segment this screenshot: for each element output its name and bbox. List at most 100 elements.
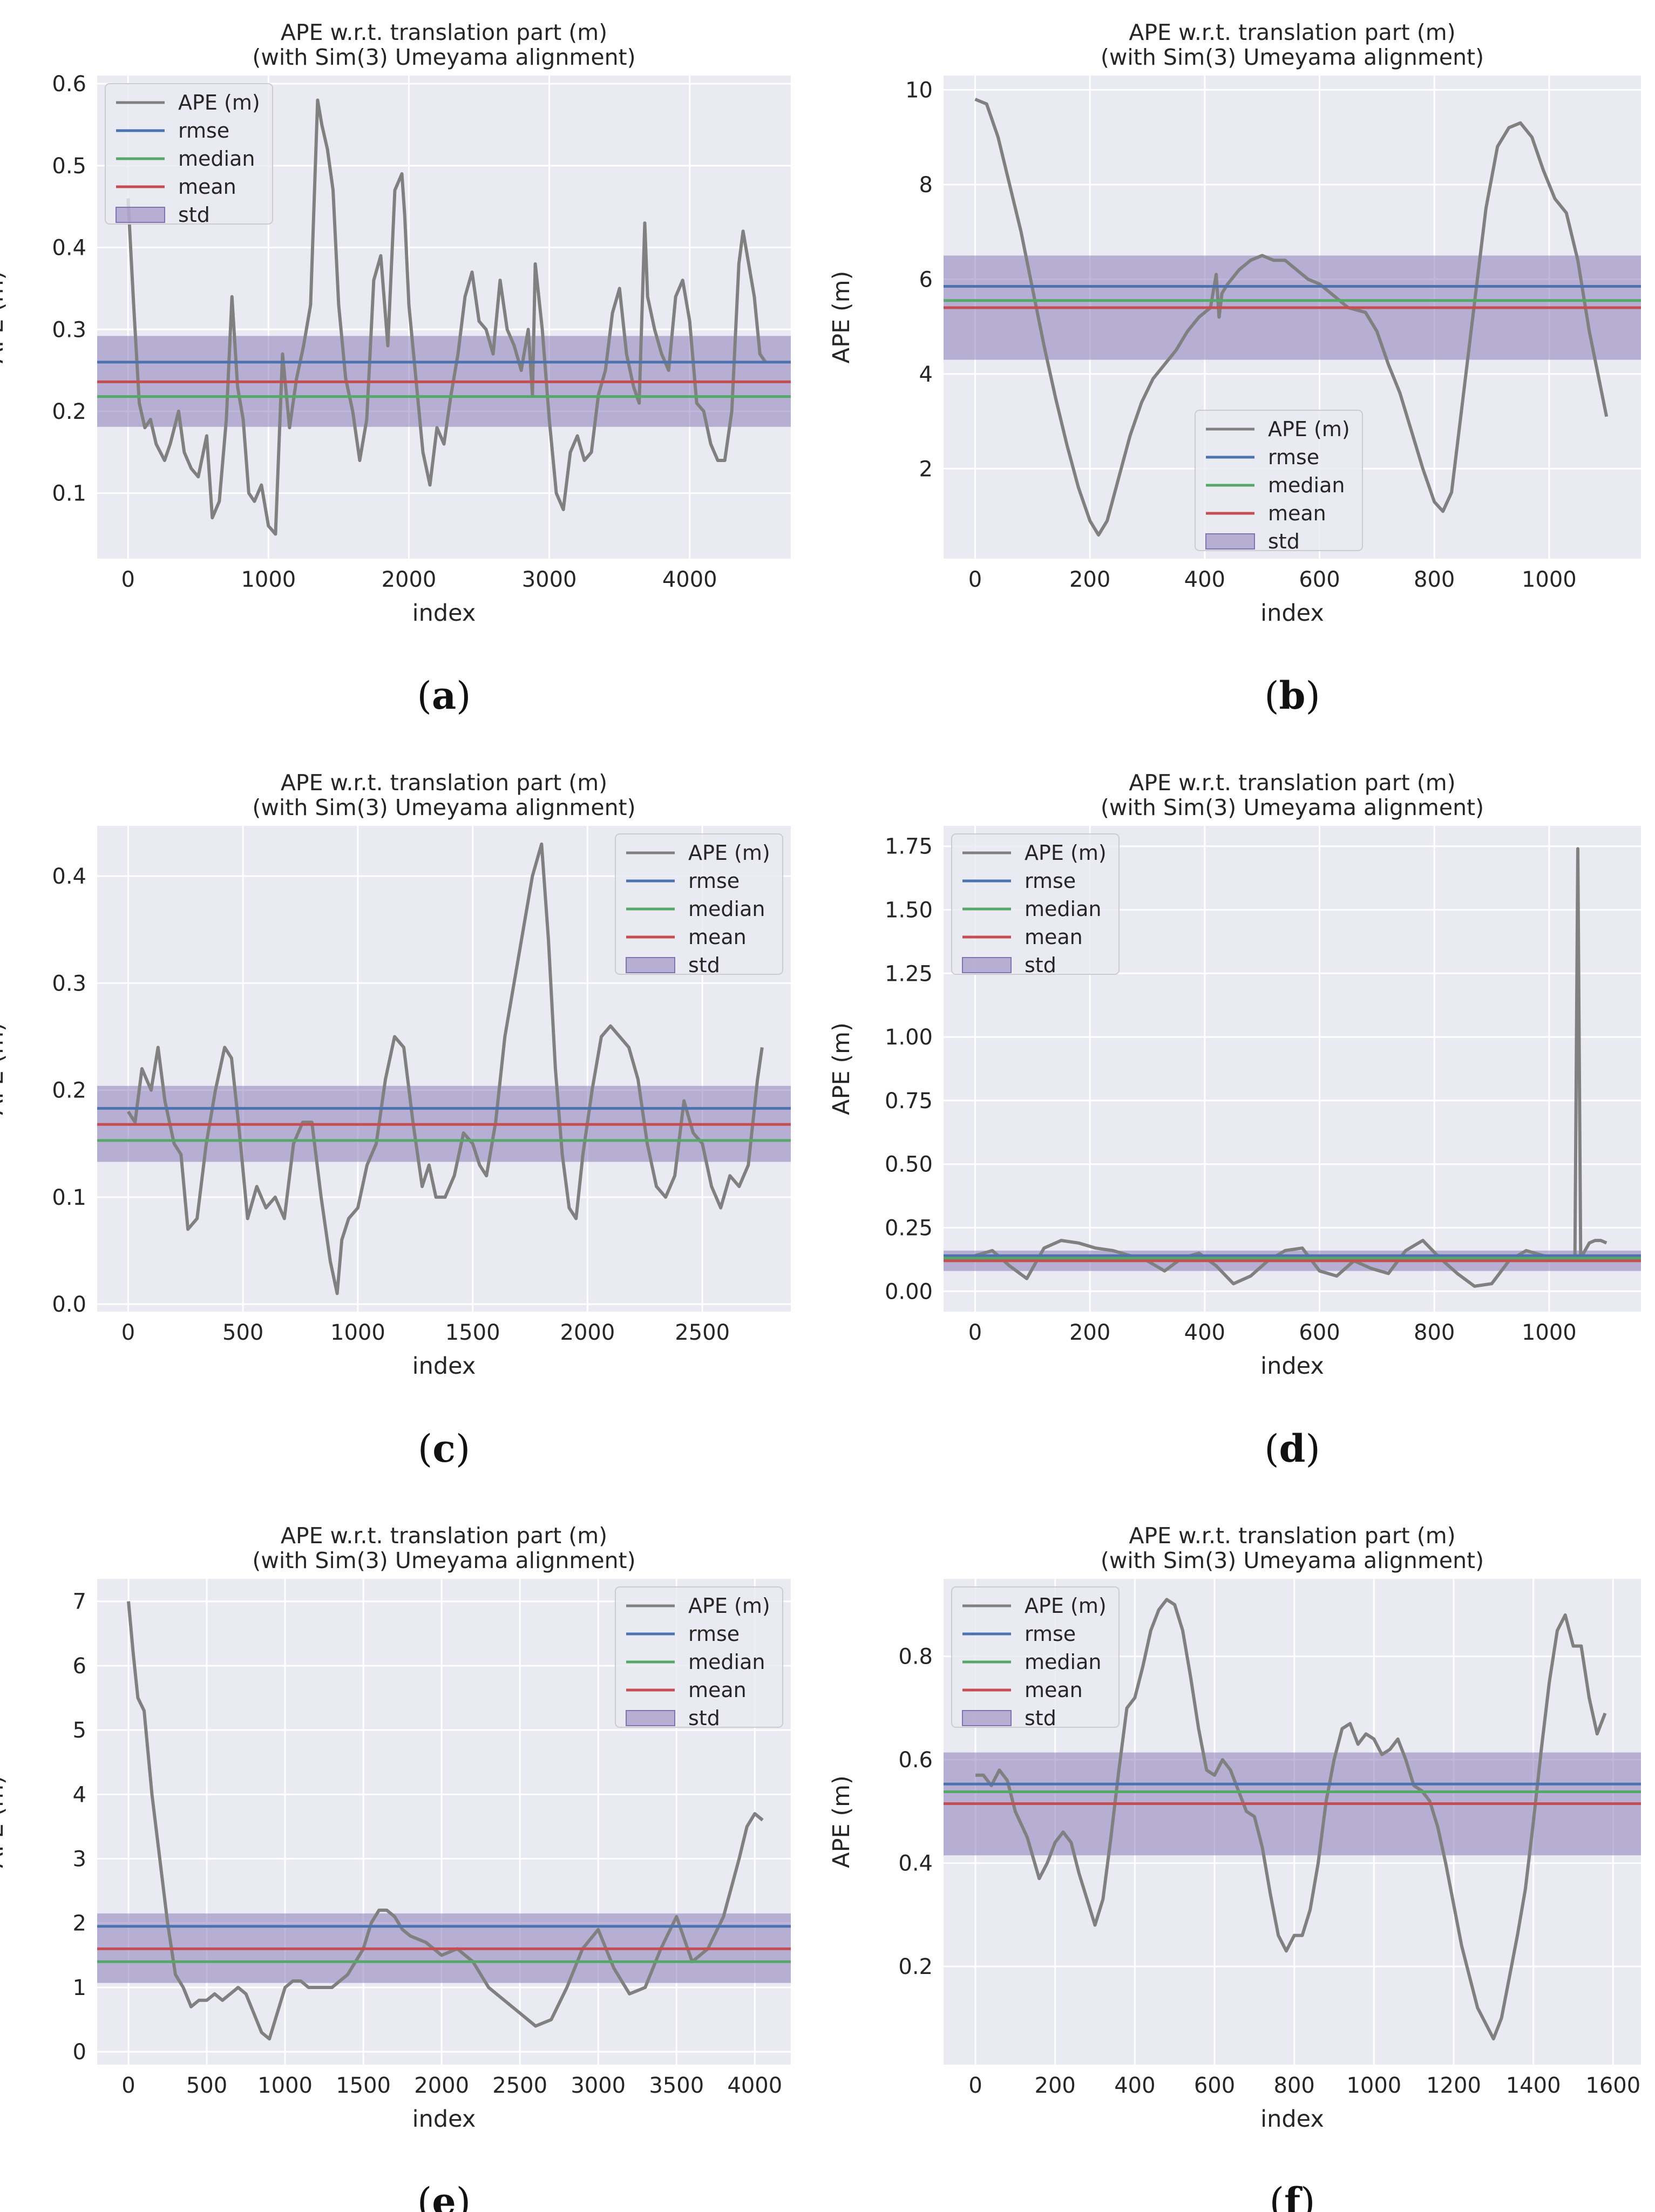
x-tick-label: 2000 xyxy=(382,567,437,592)
x-tick-label: 3500 xyxy=(649,2073,704,2098)
legend-label: mean xyxy=(688,925,747,949)
y-tick-label: 0.3 xyxy=(52,317,86,342)
x-tick-label: 0 xyxy=(968,567,982,592)
legend-label: std xyxy=(1268,530,1300,553)
caption-open-paren: ( xyxy=(417,674,432,718)
chart-subtitle: (with Sim(3) Umeyama alignment) xyxy=(252,44,635,70)
y-tick-label: 0.6 xyxy=(52,72,86,97)
panel-b: APE w.r.t. translation part (m)(with Sim… xyxy=(828,19,1641,718)
legend-label: std xyxy=(1025,1706,1056,1730)
x-tick-label: 1500 xyxy=(336,2073,391,2098)
caption-letter: d xyxy=(1279,1426,1306,1471)
y-tick-label: 10 xyxy=(905,78,933,103)
legend-label: median xyxy=(1025,897,1101,921)
legend-label: median xyxy=(688,1650,765,1674)
y-tick-label: 4 xyxy=(919,362,933,387)
caption-letter: c xyxy=(432,1426,456,1471)
panel-c: APE w.r.t. translation part (m)(with Sim… xyxy=(0,770,791,1471)
chart-subtitle: (with Sim(3) Umeyama alignment) xyxy=(252,795,635,820)
legend-label: median xyxy=(178,147,255,171)
x-tick-label: 400 xyxy=(1114,2073,1155,2098)
x-tick-label: 1000 xyxy=(1522,567,1577,592)
caption-letter: b xyxy=(1279,673,1306,718)
x-tick-label: 0 xyxy=(968,2073,982,2098)
panel-d: APE w.r.t. translation part (m)(with Sim… xyxy=(828,770,1641,1471)
x-tick-label: 3000 xyxy=(571,2073,626,2098)
y-tick-label: 0.2 xyxy=(52,1078,86,1103)
x-tick-label: 1400 xyxy=(1506,2073,1561,2098)
caption-close-paren: ) xyxy=(1305,674,1320,718)
x-tick-label: 2500 xyxy=(492,2073,547,2098)
x-axis-label: index xyxy=(412,1353,476,1380)
y-tick-label: 5 xyxy=(73,1718,86,1743)
legend-label: std xyxy=(178,203,210,227)
x-tick-label: 1200 xyxy=(1426,2073,1481,2098)
caption-open-paren: ( xyxy=(417,2180,432,2212)
y-tick-label: 6 xyxy=(73,1654,86,1679)
legend-label: std xyxy=(688,953,720,977)
legend-swatch-std xyxy=(962,957,1012,973)
x-tick-label: 0 xyxy=(121,2073,135,2098)
legend-label: mean xyxy=(178,175,236,199)
ape-series-line xyxy=(126,842,764,1295)
legend: APE (m) rmse median mean std xyxy=(615,1586,783,1730)
y-axis-label: APE (m) xyxy=(828,271,855,364)
panel-caption: (c) xyxy=(418,1426,470,1471)
legend-swatch-std xyxy=(962,1710,1012,1726)
y-axis-label: APE (m) xyxy=(828,1022,855,1115)
y-tick-label: 0.1 xyxy=(52,1185,86,1210)
legend-label: mean xyxy=(688,1678,747,1702)
y-tick-label: 1.25 xyxy=(885,961,933,986)
x-tick-label: 600 xyxy=(1299,1320,1340,1345)
y-tick-label: 0.5 xyxy=(52,154,86,179)
x-tick-label: 1000 xyxy=(1522,1320,1577,1345)
x-tick-label: 4000 xyxy=(727,2073,782,2098)
caption-letter: f xyxy=(1284,2179,1303,2212)
x-tick-label: 2500 xyxy=(675,1320,730,1345)
panel-caption: (d) xyxy=(1264,1426,1320,1471)
y-tick-label: 0.1 xyxy=(52,481,86,506)
legend: APE (m) rmse median mean std xyxy=(951,833,1120,977)
legend-label: rmse xyxy=(1025,869,1076,893)
x-tick-label: 0 xyxy=(968,1320,982,1345)
legend-label: rmse xyxy=(178,119,229,143)
caption-close-paren: ) xyxy=(1300,2180,1315,2212)
chart-title: APE w.r.t. translation part (m) xyxy=(281,770,607,796)
y-axis-label: APE (m) xyxy=(828,1775,855,1868)
legend-swatch-std xyxy=(1205,533,1255,549)
caption-close-paren: ) xyxy=(456,674,471,718)
y-tick-label: 0.4 xyxy=(898,1851,933,1876)
y-tick-label: 6 xyxy=(919,267,933,292)
legend-label: rmse xyxy=(688,1622,740,1646)
panel-caption: (f) xyxy=(1270,2179,1315,2212)
y-tick-label: 0.25 xyxy=(885,1216,933,1241)
chart-subtitle: (with Sim(3) Umeyama alignment) xyxy=(1101,795,1484,820)
chart-title: APE w.r.t. translation part (m) xyxy=(1129,19,1455,45)
y-tick-label: 0 xyxy=(73,2040,86,2065)
legend-label: median xyxy=(1268,473,1345,497)
legend-swatch-std xyxy=(116,207,165,223)
chart-title: APE w.r.t. translation part (m) xyxy=(1129,770,1455,796)
x-tick-label: 1000 xyxy=(1346,2073,1401,2098)
ape-series-line xyxy=(974,98,1609,537)
x-tick-label: 600 xyxy=(1194,2073,1235,2098)
legend-box xyxy=(615,833,783,975)
x-tick-label: 1000 xyxy=(241,567,296,592)
y-tick-label: 1.00 xyxy=(885,1025,933,1050)
caption-open-paren: ( xyxy=(1264,1427,1279,1471)
y-tick-label: 0.6 xyxy=(898,1748,933,1773)
y-tick-label: 0.8 xyxy=(898,1645,933,1670)
legend-box xyxy=(105,83,273,225)
caption-open-paren: ( xyxy=(418,1427,432,1471)
y-tick-label: 3 xyxy=(73,1847,86,1872)
y-tick-label: 0.0 xyxy=(52,1292,86,1317)
chart-title: APE w.r.t. translation part (m) xyxy=(281,19,607,45)
x-tick-label: 2000 xyxy=(560,1320,615,1345)
y-tick-label: 2 xyxy=(73,1911,86,1936)
panel-a: APE w.r.t. translation part (m)(with Sim… xyxy=(0,19,791,718)
caption-close-paren: ) xyxy=(1305,1427,1320,1471)
legend-box xyxy=(1195,410,1363,551)
x-tick-label: 1000 xyxy=(257,2073,313,2098)
x-tick-label: 1500 xyxy=(445,1320,500,1345)
